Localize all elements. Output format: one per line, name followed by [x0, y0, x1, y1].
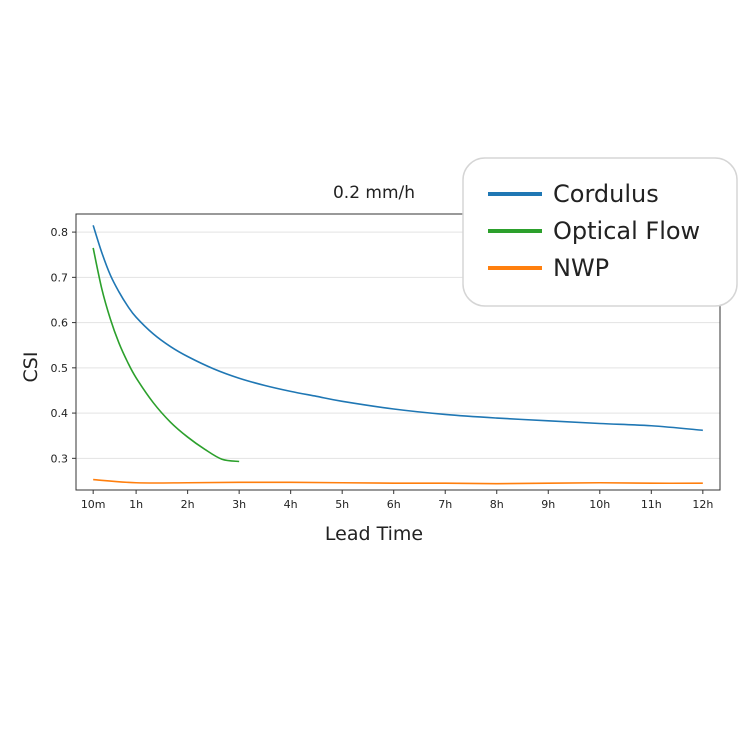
y-tick-label: 0.8 — [51, 226, 69, 239]
x-tick-label: 10m — [81, 498, 106, 511]
x-tick-label: 10h — [589, 498, 610, 511]
legend-label-cordulus: Cordulus — [553, 180, 659, 208]
grid — [76, 231, 720, 459]
series-line-nwp — [93, 478, 703, 485]
legend-label-optical-flow: Optical Flow — [553, 217, 700, 245]
x-tick-label: 8h — [490, 498, 504, 511]
chart-title: 0.2 mm/h — [333, 183, 415, 203]
legend-label-nwp: NWP — [553, 254, 609, 282]
x-axis: 10m 1h 2h 3h 4h 5h 6h 7h 8h 9h 10h 11h 12h — [81, 490, 713, 511]
x-tick-label: 3h — [232, 498, 246, 511]
y-tick-label: 0.6 — [51, 317, 69, 330]
x-axis-label: Lead Time — [325, 523, 423, 545]
y-axis: 0.3 0.4 0.5 0.6 0.7 0.8 — [51, 226, 76, 465]
plot-frame — [75, 213, 721, 491]
x-tick-label: 2h — [181, 498, 195, 511]
series-layer — [92, 225, 703, 485]
legend-items: Cordulus Optical Flow NWP — [488, 180, 700, 282]
x-tick-label: 4h — [284, 498, 298, 511]
y-tick-label: 0.3 — [51, 452, 69, 465]
x-tick-label: 12h — [692, 498, 713, 511]
series-line-optical-flow — [92, 247, 240, 463]
series-line-cordulus — [92, 225, 703, 432]
x-tick-label: 9h — [541, 498, 555, 511]
x-tick-label: 6h — [387, 498, 401, 511]
legend: Cordulus Optical Flow NWP — [462, 157, 738, 307]
x-tick-label: 7h — [438, 498, 452, 511]
y-tick-label: 0.5 — [51, 362, 69, 375]
x-tick-label: 5h — [335, 498, 349, 511]
x-tick-label: 1h — [129, 498, 143, 511]
x-tick-label: 11h — [641, 498, 662, 511]
y-tick-label: 0.7 — [51, 271, 69, 284]
y-axis-label: CSI — [20, 352, 42, 383]
y-tick-label: 0.4 — [51, 407, 69, 420]
